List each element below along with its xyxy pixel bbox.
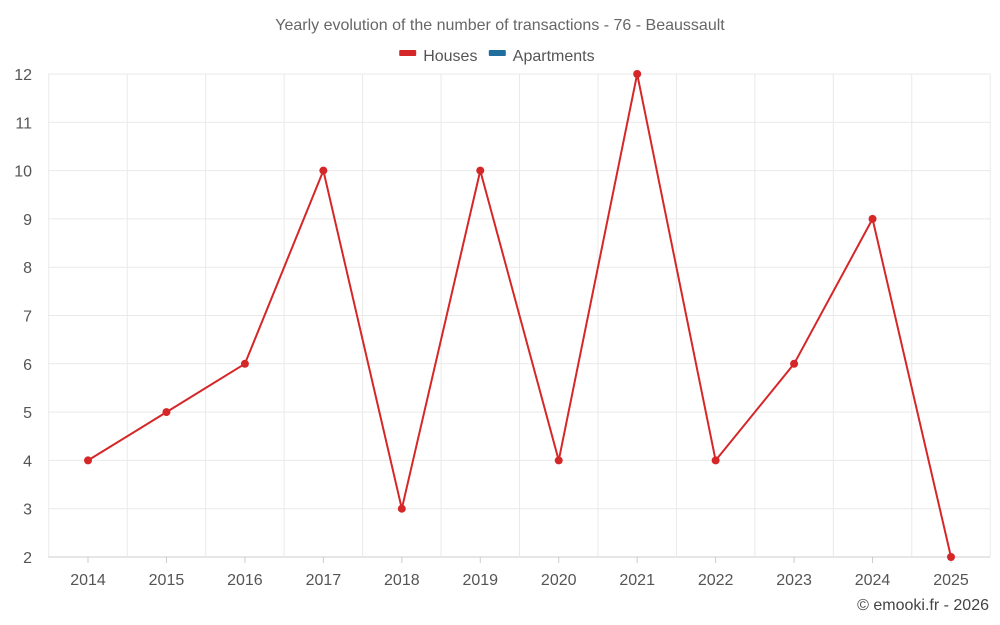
x-tick-label: 2022 [698,572,734,589]
legend: Houses Apartments [399,48,595,65]
legend-swatch [399,50,417,56]
chart-title: Yearly evolution of the number of transa… [275,17,725,34]
y-tick-label: 5 [23,405,32,422]
y-tick-label: 6 [23,357,32,374]
data-point[interactable] [947,553,955,561]
y-tick-label: 3 [23,502,32,519]
x-tick-label: 2023 [776,572,812,589]
x-tick-label: 2014 [70,572,106,589]
x-tick-label: 2016 [227,572,263,589]
series-line-houses [87,73,952,558]
data-point[interactable] [868,214,877,223]
data-point[interactable] [240,359,249,368]
data-point[interactable] [476,166,485,175]
y-tick-label: 11 [15,115,32,132]
legend-label: Apartments [513,48,595,65]
data-point[interactable] [162,408,171,417]
series-group [84,70,955,561]
legend-label: Houses [423,48,477,65]
x-tick-label: 2017 [306,572,342,589]
y-tick-label: 4 [23,453,32,470]
data-point[interactable] [397,504,406,513]
x-tick-label: 2018 [384,572,420,589]
y-tick-label: 9 [23,212,32,229]
data-point[interactable] [319,166,328,175]
x-tick-label: 2021 [619,572,655,589]
x-tick-label: 2020 [541,572,577,589]
x-tick-label: 2019 [462,572,498,589]
y-tick-label: 10 [14,164,32,181]
y-tick-label: 2 [23,550,32,567]
footer-credit: © emooki.fr - 2026 [857,597,989,614]
data-point[interactable] [554,456,563,465]
x-tick-label: 2025 [933,572,969,589]
legend-swatch [488,50,506,56]
legend-item-houses[interactable]: Houses [399,48,477,65]
legend-item-apartments[interactable]: Apartments [488,48,595,65]
y-axis: 2 3 4 5 6 7 8 9 10 11 12 [14,67,32,567]
x-tick-label: 2024 [855,572,891,589]
data-point[interactable] [633,70,642,78]
x-tick-label: 2015 [149,572,185,589]
y-tick-label: 8 [23,260,32,277]
data-point[interactable] [84,456,92,465]
x-axis: 2014 2015 2016 2017 2018 2019 2020 2021 2022 2023… [70,557,969,589]
y-tick-label: 12 [14,67,32,84]
data-point[interactable] [790,359,799,368]
y-tick-label: 7 [23,309,32,326]
data-point[interactable] [711,456,720,465]
